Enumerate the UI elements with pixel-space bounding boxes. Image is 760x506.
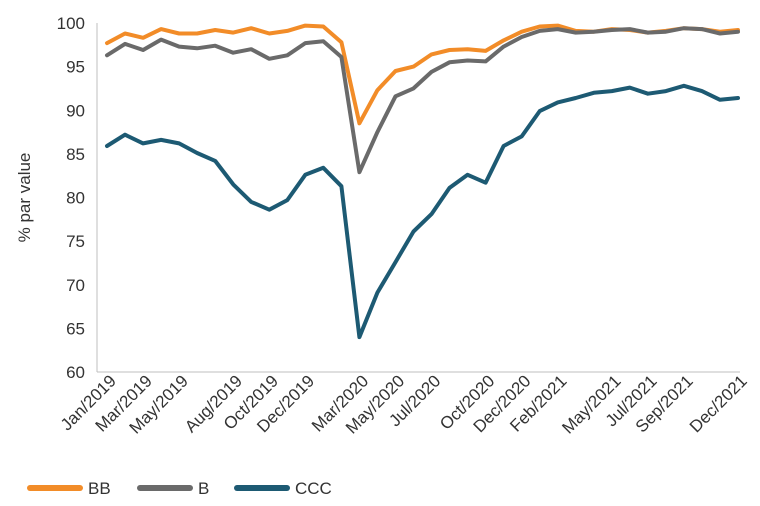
y-tick-label: 65 [66, 319, 85, 338]
y-tick-labels: 60 65 70 75 80 85 90 95 100 [57, 14, 85, 382]
y-tick-label: 60 [66, 363, 85, 382]
series-line-ccc [105, 83, 740, 340]
y-tick-label: 75 [66, 232, 85, 251]
y-tick-label: 95 [66, 58, 85, 77]
y-tick-label: 100 [57, 14, 85, 33]
legend: BB B CCC [27, 479, 332, 498]
series-lines [105, 23, 740, 340]
y-tick-label: 85 [66, 145, 85, 164]
y-tick-label: 70 [66, 276, 85, 295]
legend-label-b: B [198, 479, 209, 498]
legend-label-bb: BB [88, 479, 111, 498]
axes [96, 23, 740, 373]
y-tick-label: 90 [66, 101, 85, 120]
y-axis-label: % par value [15, 153, 34, 243]
series-line-bb [105, 23, 740, 126]
x-tick-label: Dec/2021 [686, 371, 751, 436]
y-tick-label: 80 [66, 189, 85, 208]
x-tick-labels: Jan/2019Mar/2019May/2019Aug/2019Oct/2019… [57, 371, 751, 437]
series-line-b [105, 26, 740, 175]
legend-label-ccc: CCC [295, 479, 332, 498]
